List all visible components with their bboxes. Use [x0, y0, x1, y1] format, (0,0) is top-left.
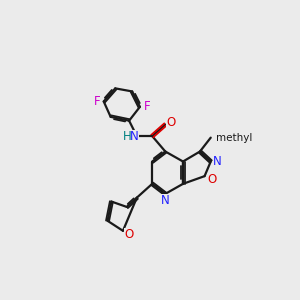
- Text: H: H: [122, 130, 131, 142]
- Text: F: F: [94, 95, 100, 108]
- Text: O: O: [166, 116, 175, 129]
- Text: N: N: [161, 194, 170, 206]
- Text: N: N: [130, 130, 139, 142]
- Text: methyl: methyl: [216, 133, 253, 142]
- Text: O: O: [207, 173, 216, 186]
- Text: F: F: [143, 100, 150, 113]
- Text: O: O: [124, 228, 134, 241]
- Text: N: N: [212, 155, 221, 168]
